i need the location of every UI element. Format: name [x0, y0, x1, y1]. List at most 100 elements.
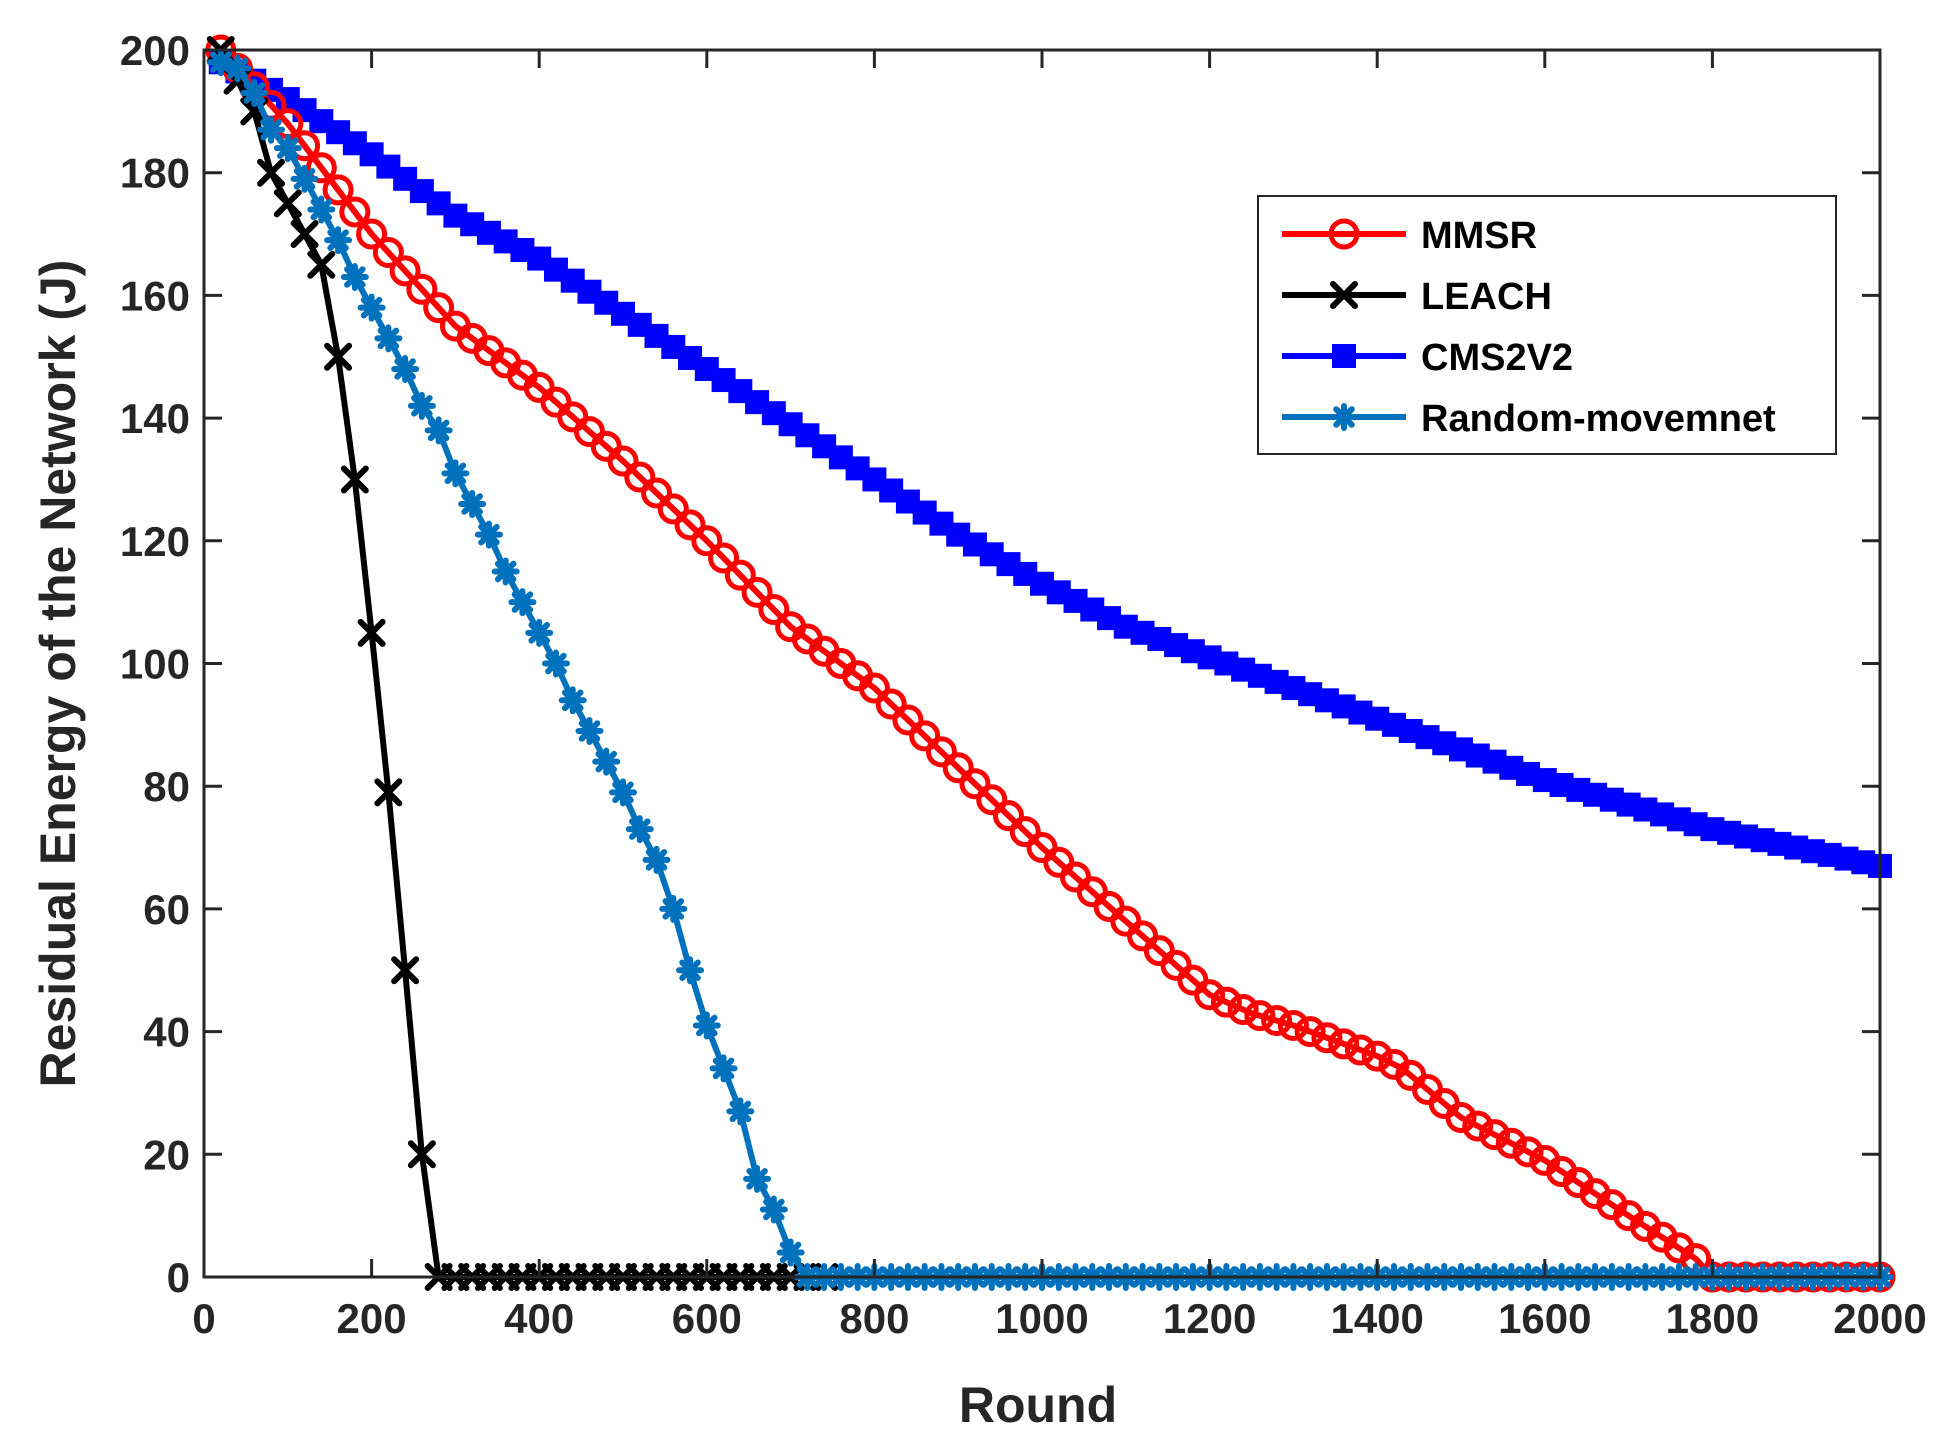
data-point-mmsr — [1009, 816, 1041, 848]
legend-marker-leach — [1330, 281, 1358, 309]
series-line-cms2v2 — [219, 59, 1881, 869]
data-point-random-movement — [424, 416, 453, 445]
data-point-random-movement — [642, 845, 671, 874]
marker-ring — [657, 493, 689, 525]
marker-ring — [1462, 1110, 1494, 1142]
marker-cross — [273, 189, 302, 218]
data-point-mmsr — [1512, 1136, 1544, 1168]
y-tick-label: 60 — [143, 886, 190, 933]
data-point-random-movement — [290, 164, 319, 193]
marker-cross — [290, 220, 319, 249]
marker-ring — [641, 477, 673, 509]
axes-layer: 0 200 400 600 800 1000 1200 1400 1600 1800 2000 0 20… — [30, 27, 1927, 1433]
data-point-random-movement — [407, 391, 436, 420]
data-point-mmsr — [909, 720, 941, 752]
marker-ring — [389, 255, 421, 287]
marker-cross — [307, 250, 336, 279]
data-point-mmsr — [708, 542, 740, 574]
data-point-leach — [407, 1140, 436, 1169]
data-point-mmsr — [1294, 1016, 1326, 1048]
marker-ring — [1328, 1028, 1360, 1060]
x-tick-label: 1000 — [995, 1295, 1088, 1342]
data-point-random-movement — [692, 1011, 721, 1040]
data-point-leach — [273, 189, 302, 218]
x-tick-label: 1200 — [1163, 1295, 1256, 1342]
marker-ring — [1227, 994, 1259, 1026]
data-point-random-movement — [709, 1054, 738, 1083]
data-point-mmsr — [339, 196, 371, 228]
x-tick-label: 0 — [192, 1295, 215, 1342]
marker-ring — [322, 174, 354, 206]
marker-asterisk — [525, 618, 554, 647]
data-point-mmsr — [942, 752, 974, 784]
data-point-random-movement — [474, 520, 503, 549]
marker-asterisk — [407, 391, 436, 420]
data-point-random-movement — [324, 226, 353, 255]
marker-asterisk — [273, 134, 302, 163]
marker-cross — [407, 1140, 436, 1169]
data-point-mmsr — [624, 461, 656, 493]
marker-asterisk — [441, 459, 470, 488]
marker-ring — [976, 784, 1008, 816]
data-point-mmsr — [858, 672, 890, 704]
marker-ring — [1311, 1022, 1343, 1054]
marker-ring — [1495, 1127, 1527, 1159]
marker-ring — [339, 196, 371, 228]
marker-asterisk — [240, 78, 269, 107]
data-point-random-movement — [508, 588, 537, 617]
x-tick-label: 600 — [672, 1295, 742, 1342]
marker-asterisk — [223, 54, 252, 83]
data-point-leach — [374, 778, 403, 807]
data-point-random-movement — [357, 293, 386, 322]
data-point-leach — [357, 618, 386, 647]
data-point-random-movement — [374, 324, 403, 353]
data-point-mmsr — [1227, 994, 1259, 1026]
marker-asterisk — [575, 716, 604, 745]
data-point-mmsr — [657, 493, 689, 525]
data-point-random-movement — [743, 1164, 772, 1193]
legend-item-leach: LEACH — [1282, 276, 1552, 318]
legend-label-mmsr: MMSR — [1421, 215, 1537, 257]
data-point-mmsr — [1311, 1022, 1343, 1054]
data-point-random-movement — [391, 355, 420, 384]
marker-ring — [607, 445, 639, 477]
marker-asterisk — [324, 226, 353, 255]
y-tick-label: 20 — [143, 1131, 190, 1178]
legend: MMSR LEACH CMS2V2 Random-movemnet — [1257, 195, 1837, 455]
data-point-leach — [257, 158, 286, 187]
marker-asterisk — [391, 355, 420, 384]
x-tick-label: 800 — [839, 1295, 909, 1342]
legend-item-random-movement: Random-movemnet — [1282, 398, 1776, 440]
y-tick-label: 160 — [120, 272, 190, 319]
data-point-mmsr — [724, 559, 756, 591]
data-point-mmsr — [305, 152, 337, 184]
data-point-leach — [391, 956, 420, 985]
marker-asterisk — [491, 557, 520, 586]
marker-ring — [624, 461, 656, 493]
marker-asterisk — [424, 416, 453, 445]
legend-label-cms2v2: CMS2V2 — [1421, 337, 1573, 379]
marker-ring — [1294, 1016, 1326, 1048]
marker-asterisk — [558, 686, 587, 715]
marker-ring — [1009, 816, 1041, 848]
data-point-mmsr — [322, 174, 354, 206]
data-point-mmsr — [992, 800, 1024, 832]
y-tick-label: 80 — [143, 763, 190, 810]
data-point-mmsr — [691, 525, 723, 557]
marker-ring — [406, 273, 438, 305]
marker-asterisk — [592, 747, 621, 776]
marker-square — [1332, 344, 1356, 368]
y-tick-label: 180 — [120, 150, 190, 197]
data-point-mmsr — [1479, 1119, 1511, 1151]
marker-ring — [372, 236, 404, 268]
data-point-random-movement — [625, 815, 654, 844]
y-axis-title: Residual Energy of the Network (J) — [30, 260, 86, 1088]
data-point-random-movement — [558, 686, 587, 715]
series-layer — [205, 34, 1896, 1293]
marker-ring — [925, 736, 957, 768]
x-axis-title: Round — [959, 1377, 1117, 1433]
data-point-random-movement — [759, 1195, 788, 1224]
marker-ring — [959, 768, 991, 800]
marker-ring — [1244, 1000, 1276, 1032]
marker-ring — [875, 688, 907, 720]
